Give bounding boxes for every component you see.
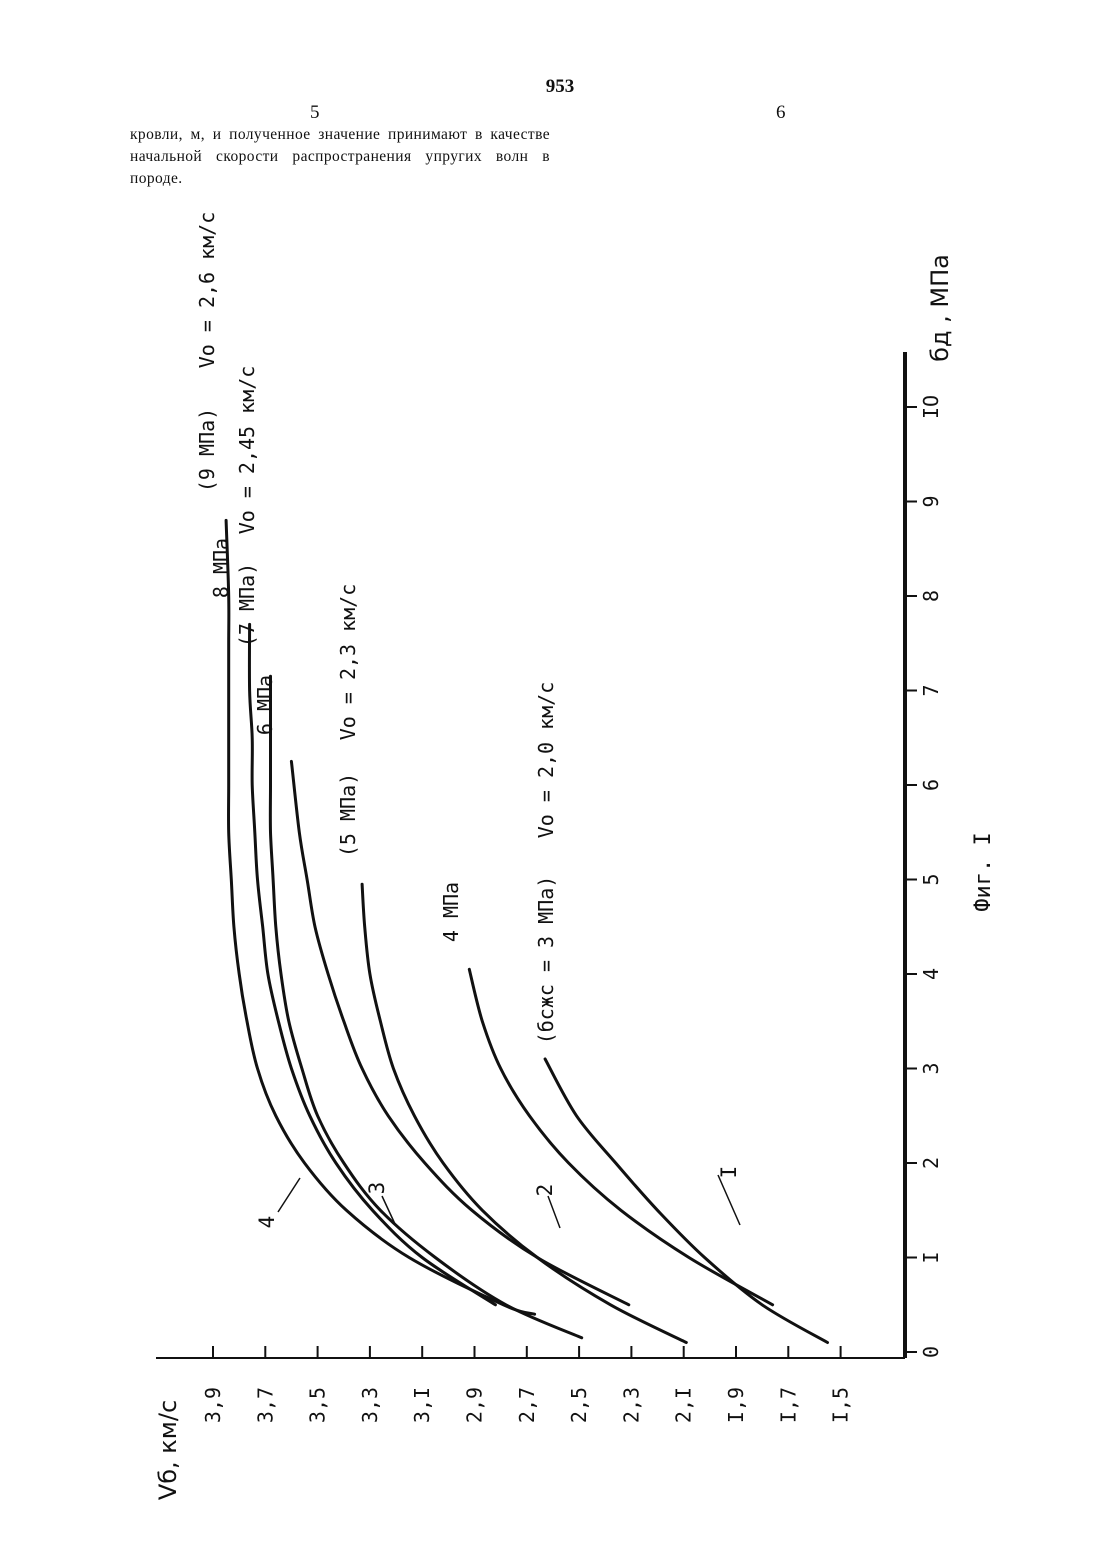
y-tick-label: 2,3	[619, 1387, 643, 1423]
leader-line-4	[278, 1178, 300, 1212]
annotation-8mpa: 8 МПа	[209, 538, 233, 598]
annotation-v0-2-3: Vo = 2,3 км/с	[336, 584, 360, 741]
series-line-1	[545, 1059, 827, 1343]
y-tick-label: 2,7	[515, 1387, 539, 1423]
annotation-6mpa: 6 МПа	[253, 675, 277, 735]
curve-label-4: 4	[255, 1216, 279, 1229]
y-tick-label: 3,3	[358, 1387, 382, 1423]
annotation-5mpa: (5 МПа)	[336, 773, 360, 857]
y-tick-label: 3,I	[410, 1387, 434, 1423]
y-tick-label: 2,5	[567, 1387, 591, 1423]
series-line-2	[469, 969, 772, 1305]
curve-label-I: I	[717, 1166, 741, 1179]
series-line-3	[362, 884, 686, 1342]
curve-label-3: 3	[365, 1182, 389, 1195]
annotation-v0-2-0: Vo = 2,0 км/с	[534, 682, 558, 839]
x-tick-label: 9	[919, 495, 943, 507]
y-tick-label: 2,9	[463, 1387, 487, 1423]
x-tick-label: 6	[919, 779, 943, 791]
annotation-bszh-3: (бсжс = 3 МПа)	[534, 876, 558, 1045]
x-tick-label: IO	[919, 395, 943, 419]
tick-marks	[213, 407, 917, 1358]
y-tick-label: 3,5	[306, 1387, 330, 1423]
y-axis-title: Vб, км/с	[154, 1400, 182, 1500]
annotation-v0-2-45: Vo = 2,45 км/с	[235, 366, 259, 535]
annotation-9mpa: (9 МПа)	[195, 408, 219, 492]
x-tick-label: 5	[919, 873, 943, 885]
x-tick-label: 3	[919, 1062, 943, 1074]
annotation-v0-2-6: Vo = 2,6 км/с	[195, 212, 219, 369]
figure-caption: Фиг. I	[971, 832, 996, 911]
y-tick-label: I,5	[829, 1387, 853, 1423]
curve-label-2: 2	[533, 1184, 557, 1197]
y-tick-labels: 3,9 3,7 3,5 3,3 3,I 2,9 2,7 2,5 2,3 2,I …	[201, 1387, 853, 1423]
annotations: (бсжс = 3 МПа) Vo = 2,0 км/с 4 МПа (5 МП…	[195, 212, 558, 1045]
x-tick-label: 7	[919, 684, 943, 696]
x-tick-label: 2	[919, 1157, 943, 1169]
leader-line-I	[718, 1175, 740, 1225]
annotation-7mpa: (7 МПа)	[235, 563, 259, 647]
x-tick-label: I	[919, 1251, 943, 1263]
y-tick-label: I,7	[776, 1387, 800, 1423]
x-tick-label: 4	[919, 968, 943, 980]
y-tick-label: 3,7	[253, 1387, 277, 1423]
x-tick-labels: 0 I 2 3 4 5 6 7 8 9 IO	[919, 395, 943, 1358]
y-tick-label: 3,9	[201, 1387, 225, 1423]
x-tick-label: 0	[919, 1346, 943, 1358]
x-tick-label: 8	[919, 590, 943, 602]
leader-line-2	[548, 1196, 560, 1228]
x-axis-title: бд , МПа	[926, 254, 954, 362]
y-tick-label: I,9	[724, 1387, 748, 1423]
curve-labels: I 2 3 4	[255, 1166, 741, 1229]
y-tick-label: 2,I	[672, 1387, 696, 1423]
annotation-4mpa: 4 МПа	[439, 882, 463, 942]
